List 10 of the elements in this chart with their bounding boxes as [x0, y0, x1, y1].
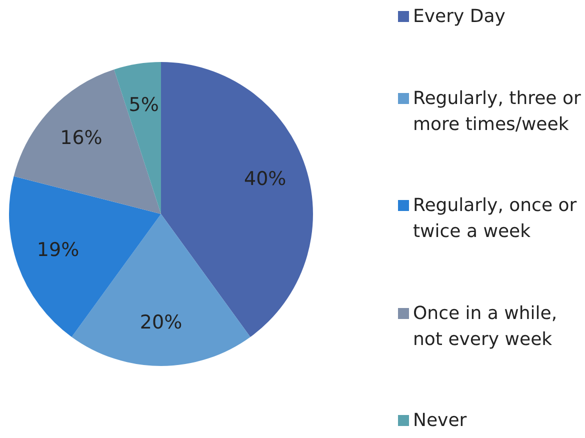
legend-label: Regularly, three or more times/week	[413, 86, 582, 136]
legend-label: Every Day	[413, 5, 506, 29]
data-label: 40%	[244, 168, 286, 190]
legend-label: Once in a while, not every week	[413, 302, 558, 352]
data-label: 20%	[140, 311, 182, 334]
data-label: 16%	[60, 127, 102, 150]
data-label: 19%	[36, 239, 80, 262]
legend-label: Never	[413, 409, 467, 433]
data-label: 5%	[128, 94, 159, 116]
legend-label: Regularly, once or twice a week	[413, 194, 578, 244]
